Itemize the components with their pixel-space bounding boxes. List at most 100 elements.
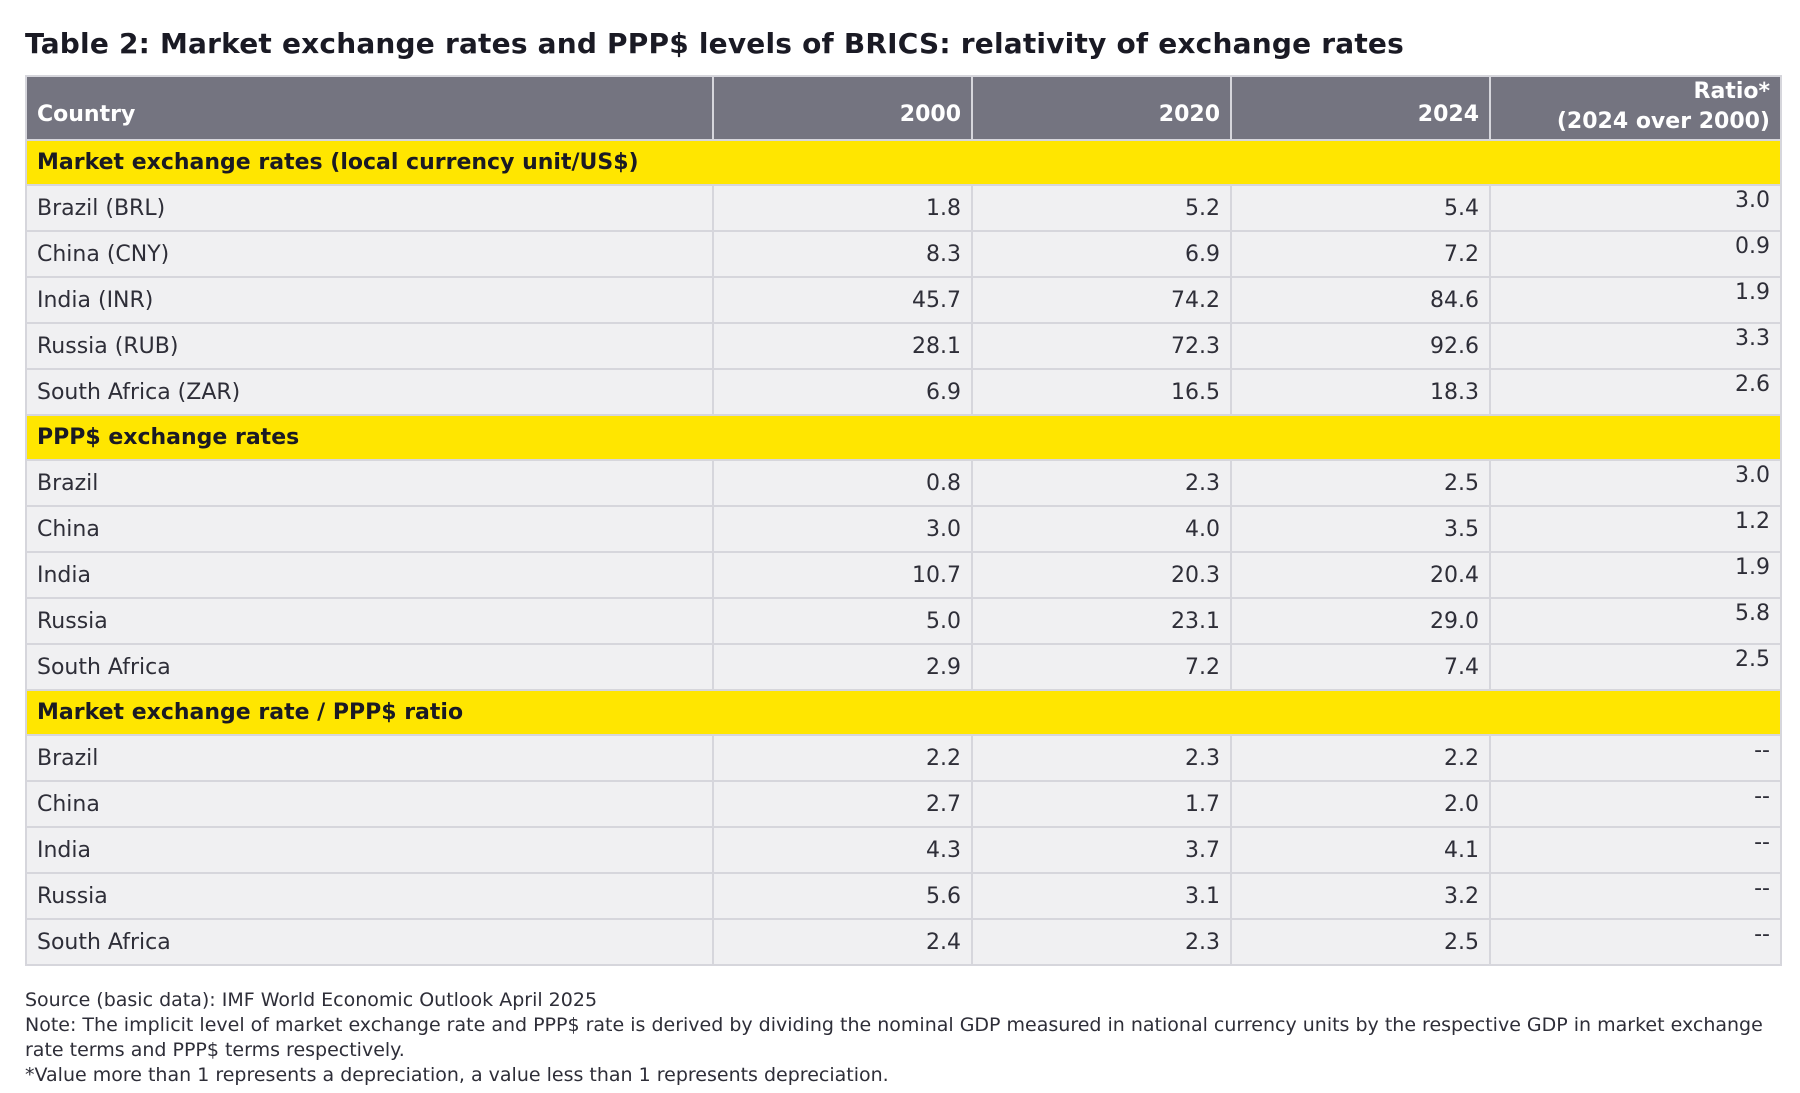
header-2024: 2024 — [1230, 75, 1491, 141]
header-ratio-line2: (2024 over 2000) — [1556, 109, 1770, 134]
header-2000: 2000 — [712, 75, 973, 141]
value-2000-cell: 2.9 — [712, 643, 973, 691]
value-2020-cell: 20.3 — [971, 551, 1232, 599]
value-2000-cell: 4.3 — [712, 826, 973, 874]
value-2000-cell: 10.7 — [712, 551, 973, 599]
value-2024-cell: 3.5 — [1230, 505, 1491, 553]
value-2000-cell: 3.0 — [712, 505, 973, 553]
ratio-cell: 3.0 — [1489, 184, 1782, 232]
table-notes: Source (basic data): IMF World Economic … — [25, 988, 1780, 1088]
country-cell: South Africa — [25, 643, 714, 691]
header-ratio-line1: Ratio* — [1693, 79, 1770, 104]
table-row: India 4.3 3.7 4.1 -- — [25, 826, 1782, 874]
section-header-row: Market exchange rate / PPP$ ratio — [25, 690, 1782, 735]
country-cell: China — [25, 505, 714, 553]
source-note: Source (basic data): IMF World Economic … — [25, 989, 598, 1011]
country-cell: India — [25, 551, 714, 599]
value-2000-cell: 5.6 — [712, 872, 973, 920]
value-2020-cell: 7.2 — [971, 643, 1232, 691]
table-row: Brazil 0.8 2.3 2.5 3.0 — [25, 459, 1782, 507]
value-2000-cell: 2.7 — [712, 780, 973, 828]
country-cell: Russia (RUB) — [25, 322, 714, 370]
value-2020-cell: 2.3 — [971, 459, 1232, 507]
ratio-cell: 1.2 — [1489, 505, 1782, 553]
country-cell: South Africa (ZAR) — [25, 368, 714, 416]
exchange-rate-table: Country 2000 2020 2024 Ratio* (2024 over … — [25, 75, 1782, 966]
value-2020-cell: 6.9 — [971, 230, 1232, 278]
value-2024-cell: 92.6 — [1230, 322, 1491, 370]
value-2020-cell: 2.3 — [971, 734, 1232, 782]
table-header: Country 2000 2020 2024 Ratio* (2024 over … — [25, 75, 1782, 141]
table-row: Brazil 2.2 2.3 2.2 -- — [25, 734, 1782, 782]
table-row: China 3.0 4.0 3.5 1.2 — [25, 505, 1782, 553]
table-title: Table 2: Market exchange rates and PPP$ … — [25, 27, 1404, 60]
value-2024-cell: 29.0 — [1230, 597, 1491, 645]
value-2000-cell: 1.8 — [712, 184, 973, 232]
value-2020-cell: 3.1 — [971, 872, 1232, 920]
value-2000-cell: 5.0 — [712, 597, 973, 645]
table-row: India (INR) 45.7 74.2 84.6 1.9 — [25, 276, 1782, 324]
ratio-cell: 1.9 — [1489, 551, 1782, 599]
table-row: Brazil (BRL) 1.8 5.2 5.4 3.0 — [25, 184, 1782, 232]
table-row: Russia (RUB) 28.1 72.3 92.6 3.3 — [25, 322, 1782, 370]
value-2024-cell: 5.4 — [1230, 184, 1491, 232]
value-2000-cell: 45.7 — [712, 276, 973, 324]
value-2024-cell: 7.4 — [1230, 643, 1491, 691]
document-page: Table 2: Market exchange rates and PPP$ … — [25, 0, 1782, 1088]
value-2020-cell: 5.2 — [971, 184, 1232, 232]
table-row: Russia 5.6 3.1 3.2 -- — [25, 872, 1782, 920]
value-2024-cell: 2.2 — [1230, 734, 1491, 782]
section-title: Market exchange rate / PPP$ ratio — [25, 690, 1782, 735]
country-cell: Russia — [25, 597, 714, 645]
value-2024-cell: 2.0 — [1230, 780, 1491, 828]
ratio-cell: 1.9 — [1489, 276, 1782, 324]
country-cell: Brazil (BRL) — [25, 184, 714, 232]
header-2020: 2020 — [971, 75, 1232, 141]
value-2020-cell: 4.0 — [971, 505, 1232, 553]
ratio-cell: 2.5 — [1489, 643, 1782, 691]
ratio-cell: 0.9 — [1489, 230, 1782, 278]
country-cell: China — [25, 780, 714, 828]
value-2024-cell: 2.5 — [1230, 459, 1491, 507]
section-header-row: Market exchange rates (local currency un… — [25, 140, 1782, 185]
table-body: Market exchange rates (local currency un… — [25, 140, 1782, 966]
value-2020-cell: 74.2 — [971, 276, 1232, 324]
value-2020-cell: 23.1 — [971, 597, 1232, 645]
country-cell: India — [25, 826, 714, 874]
country-cell: Russia — [25, 872, 714, 920]
country-cell: Brazil — [25, 734, 714, 782]
value-2020-cell: 3.7 — [971, 826, 1232, 874]
ratio-cell: 5.8 — [1489, 597, 1782, 645]
country-cell: South Africa — [25, 918, 714, 966]
value-2020-cell: 72.3 — [971, 322, 1232, 370]
header-country: Country — [25, 75, 714, 141]
country-cell: China (CNY) — [25, 230, 714, 278]
value-2024-cell: 2.5 — [1230, 918, 1491, 966]
table-row: Russia 5.0 23.1 29.0 5.8 — [25, 597, 1782, 645]
value-2000-cell: 8.3 — [712, 230, 973, 278]
table-row: South Africa 2.4 2.3 2.5 -- — [25, 918, 1782, 966]
value-2024-cell: 18.3 — [1230, 368, 1491, 416]
ratio-cell: -- — [1489, 918, 1782, 966]
section-header-row: PPP$ exchange rates — [25, 415, 1782, 460]
value-2000-cell: 6.9 — [712, 368, 973, 416]
value-2024-cell: 4.1 — [1230, 826, 1491, 874]
value-2000-cell: 2.2 — [712, 734, 973, 782]
table-row: China 2.7 1.7 2.0 -- — [25, 780, 1782, 828]
value-2024-cell: 84.6 — [1230, 276, 1491, 324]
country-cell: India (INR) — [25, 276, 714, 324]
table-row: South Africa 2.9 7.2 7.4 2.5 — [25, 643, 1782, 691]
value-2020-cell: 16.5 — [971, 368, 1232, 416]
table-row: India 10.7 20.3 20.4 1.9 — [25, 551, 1782, 599]
table-row: China (CNY) 8.3 6.9 7.2 0.9 — [25, 230, 1782, 278]
value-2024-cell: 7.2 — [1230, 230, 1491, 278]
ratio-cell: 3.3 — [1489, 322, 1782, 370]
footnote: *Value more than 1 represents a deprecia… — [25, 1064, 889, 1086]
value-2020-cell: 2.3 — [971, 918, 1232, 966]
section-title: Market exchange rates (local currency un… — [25, 140, 1782, 185]
header-ratio: Ratio* (2024 over 2000) — [1489, 75, 1782, 141]
value-2024-cell: 3.2 — [1230, 872, 1491, 920]
value-2000-cell: 2.4 — [712, 918, 973, 966]
table-row: South Africa (ZAR) 6.9 16.5 18.3 2.6 — [25, 368, 1782, 416]
section-title: PPP$ exchange rates — [25, 415, 1782, 460]
